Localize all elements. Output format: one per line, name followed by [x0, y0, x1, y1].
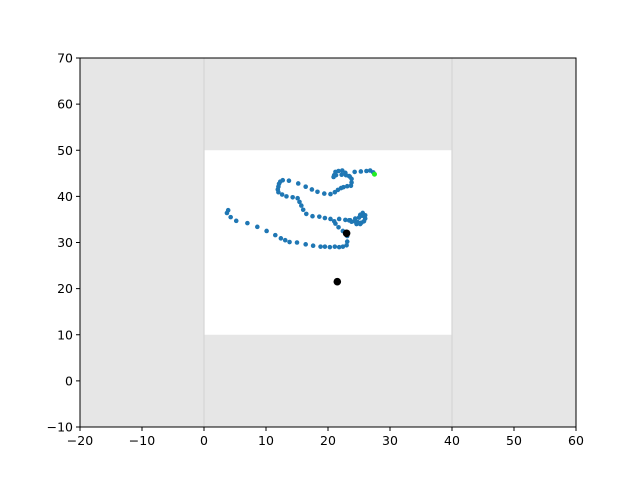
trajectory-point: [278, 236, 284, 241]
x-tick-label: −10: [129, 433, 155, 448]
trajectory-point: [346, 218, 352, 223]
trajectory-point: [273, 232, 278, 238]
trajectory-point: [352, 216, 358, 221]
trajectory-point: [297, 199, 302, 205]
trajectory-point: [322, 215, 328, 221]
trajectory-point: [284, 194, 289, 199]
trajectory-point: [339, 172, 344, 177]
trajectory-point: [336, 244, 342, 250]
y-tick-label: 0: [65, 373, 73, 388]
trajectory-point: [328, 191, 333, 197]
trajectory-point: [343, 170, 348, 176]
y-tick-label: 60: [57, 97, 73, 112]
x-tick-label: 20: [320, 433, 336, 448]
trajectory-point: [294, 240, 300, 245]
trajectory-point: [321, 191, 327, 196]
trajectory-point: [224, 210, 230, 216]
trajectory-point: [340, 244, 346, 249]
y-tick-label: 30: [57, 235, 73, 250]
trajectory-point: [287, 239, 292, 245]
x-tick-label: 50: [506, 433, 522, 448]
trajectory-point: [336, 216, 342, 222]
trajectory-point: [318, 244, 323, 249]
trajectory-point: [310, 213, 315, 219]
plot-area: [80, 58, 576, 427]
trajectory-point: [349, 180, 354, 185]
trajectory-point: [317, 214, 322, 219]
trajectory-point: [228, 214, 233, 220]
trajectory-point: [290, 194, 295, 200]
trajectory-point: [322, 244, 328, 249]
trajectory-point: [344, 239, 350, 244]
trajectory-point: [328, 216, 333, 222]
y-tick-label: 20: [57, 281, 73, 296]
trajectory-point: [299, 203, 304, 208]
x-tick-label: 60: [568, 433, 584, 448]
trajectory-point: [362, 216, 368, 221]
trajectory-point: [343, 217, 348, 223]
y-tick-label: 10: [57, 327, 73, 342]
trajectory-point: [336, 224, 341, 230]
trajectory-point: [233, 218, 239, 224]
x-tick-label: 0: [200, 433, 208, 448]
x-tick-label: 40: [444, 433, 460, 448]
trajectory-point: [332, 244, 338, 249]
x-tick-label: 30: [382, 433, 398, 448]
trajectory-point: [341, 184, 346, 190]
y-tick-label: 50: [57, 143, 73, 158]
trajectory-point: [280, 177, 286, 183]
trajectory-point: [310, 243, 316, 249]
black-marker: [333, 277, 342, 286]
trajectory-point: [300, 207, 306, 213]
trajectory-point: [331, 218, 337, 224]
trajectory-point: [315, 189, 320, 195]
end-point: [372, 171, 377, 177]
trajectory-point: [279, 192, 285, 197]
trajectory-point: [295, 195, 300, 201]
x-tick-label: 10: [258, 433, 274, 448]
trajectory-point: [344, 183, 350, 189]
trajectory-point: [295, 181, 301, 186]
trajectory-point: [303, 184, 308, 189]
y-tick-label: 70: [57, 51, 73, 66]
trajectory-point: [352, 169, 357, 175]
inner-region: [204, 150, 452, 335]
trajectory-point: [358, 169, 364, 174]
trajectory-point: [327, 244, 333, 250]
trajectory-point: [309, 187, 315, 192]
trajectory-point: [264, 228, 269, 234]
y-tick-label: 40: [57, 189, 73, 204]
trajectory-point: [255, 224, 260, 230]
trajectory-point: [356, 220, 362, 226]
trajectory-point: [282, 237, 288, 243]
trajectory-point: [344, 242, 349, 248]
trajectory-point: [304, 211, 309, 217]
y-tick-label: −10: [47, 420, 73, 435]
trajectory-point: [359, 213, 365, 219]
x-tick-label: −20: [67, 433, 93, 448]
trajectory-point: [303, 242, 308, 247]
trajectory-point: [336, 168, 341, 174]
trajectory-point: [245, 220, 250, 226]
trajectory-point: [346, 173, 352, 179]
trajectory-point: [286, 178, 292, 183]
black-marker: [342, 229, 351, 238]
trajectory-point: [364, 168, 369, 174]
